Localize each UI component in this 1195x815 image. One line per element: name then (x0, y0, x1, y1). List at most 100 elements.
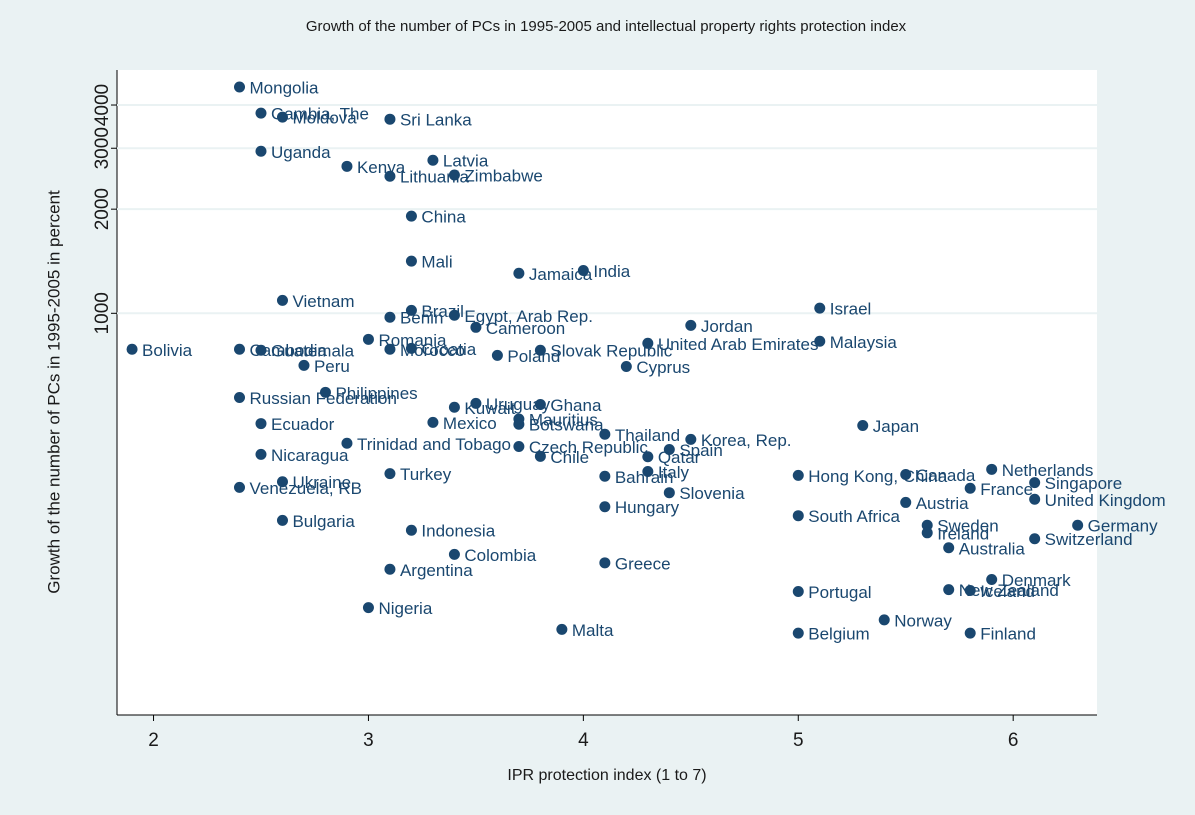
point (878, 614, 890, 626)
point (1029, 477, 1041, 489)
point (792, 510, 804, 522)
point-label: Portugal (808, 583, 871, 602)
point (599, 501, 611, 513)
point (921, 527, 933, 539)
point (986, 574, 998, 586)
point (900, 496, 912, 508)
point (276, 294, 288, 306)
point (642, 451, 654, 463)
point (663, 487, 675, 499)
point (319, 386, 331, 398)
point-label: Guatemala (271, 342, 355, 361)
point (384, 311, 396, 323)
point (792, 627, 804, 639)
x-tick-label: 3 (363, 730, 374, 751)
point-label: France (980, 480, 1033, 499)
point-label: Bulgaria (292, 512, 355, 531)
x-tick-label: 6 (1008, 730, 1019, 751)
point-label: Moldova (292, 109, 357, 128)
point (814, 335, 826, 347)
point-label: Chile (550, 448, 589, 467)
point (534, 398, 546, 410)
point-label: Slovak Republic (550, 342, 672, 361)
point (943, 542, 955, 554)
point (513, 413, 525, 425)
point-label: Slovenia (679, 484, 745, 503)
point-label: Czech Republic (529, 438, 649, 457)
point (234, 481, 245, 493)
point (577, 264, 589, 276)
point (513, 267, 525, 279)
point-label: Botswana (529, 416, 604, 435)
y-tick-label: 1000 (92, 292, 113, 334)
point (964, 585, 976, 597)
plot-area (117, 70, 1097, 715)
point-label: Belgium (808, 625, 869, 644)
point (384, 113, 396, 125)
point (234, 343, 245, 355)
point (126, 343, 138, 355)
point-label: Malta (572, 621, 614, 640)
point-label: Norway (894, 611, 952, 630)
point (964, 482, 976, 494)
point (685, 319, 697, 331)
point-label: Japan (873, 417, 919, 436)
point-label: Iceland (980, 582, 1035, 601)
y-tick-label: 2000 (92, 188, 113, 230)
point (276, 476, 288, 488)
point-label: Colombia (464, 546, 536, 565)
point-label: Ecuador (271, 415, 335, 434)
point-label: Mali (421, 253, 452, 272)
point (513, 441, 525, 453)
point (298, 359, 310, 371)
point (491, 349, 503, 361)
point-label: Cyprus (636, 358, 690, 377)
point-label: Venezuela, RB (250, 479, 362, 498)
point-label: Mauritius (529, 410, 598, 429)
point-label: Bahrain (615, 468, 674, 487)
point-label: Ireland (937, 524, 989, 543)
point (255, 145, 267, 157)
point-label: Nicaragua (271, 446, 349, 465)
point (448, 169, 460, 181)
point (405, 524, 417, 536)
point (276, 111, 288, 123)
point (362, 602, 374, 614)
point (620, 360, 632, 372)
point-label: Qatar (658, 448, 701, 467)
point-label: Finland (980, 625, 1036, 644)
point-label: Mongolia (250, 78, 320, 97)
point-label: Turkey (400, 465, 452, 484)
point (384, 343, 396, 355)
point-label: Austria (916, 494, 969, 513)
point-label: Hong Kong, China (808, 467, 947, 486)
point (341, 437, 353, 449)
point-label: Australia (959, 539, 1026, 558)
point (427, 154, 439, 166)
point-label: Peru (314, 357, 350, 376)
point-label: Uganda (271, 143, 331, 162)
point (857, 419, 869, 431)
point-label: Kenya (357, 158, 406, 177)
point (255, 418, 267, 430)
point (384, 468, 396, 480)
point (470, 397, 482, 409)
point-label: Zimbabwe (464, 167, 542, 186)
point-label: Netherlands (1002, 461, 1094, 480)
point-label: Spain (679, 441, 722, 460)
point-label: Cameroon (486, 319, 565, 338)
point (276, 514, 288, 526)
point-label: United Arab Emirates (658, 335, 819, 354)
point (405, 342, 417, 354)
point-label: Italy (658, 463, 690, 482)
point (921, 519, 933, 531)
chart-title: Growth of the number of PCs in 1995-2005… (306, 18, 907, 35)
point-label: Denmark (1002, 571, 1071, 590)
point-label: South Africa (808, 507, 900, 526)
point-label: Mexico (443, 414, 497, 433)
point (470, 321, 482, 333)
point-label: Trinidad and Tobago (357, 435, 511, 454)
point-label: Cambodia (250, 341, 328, 360)
point-label: Latvia (443, 152, 489, 171)
